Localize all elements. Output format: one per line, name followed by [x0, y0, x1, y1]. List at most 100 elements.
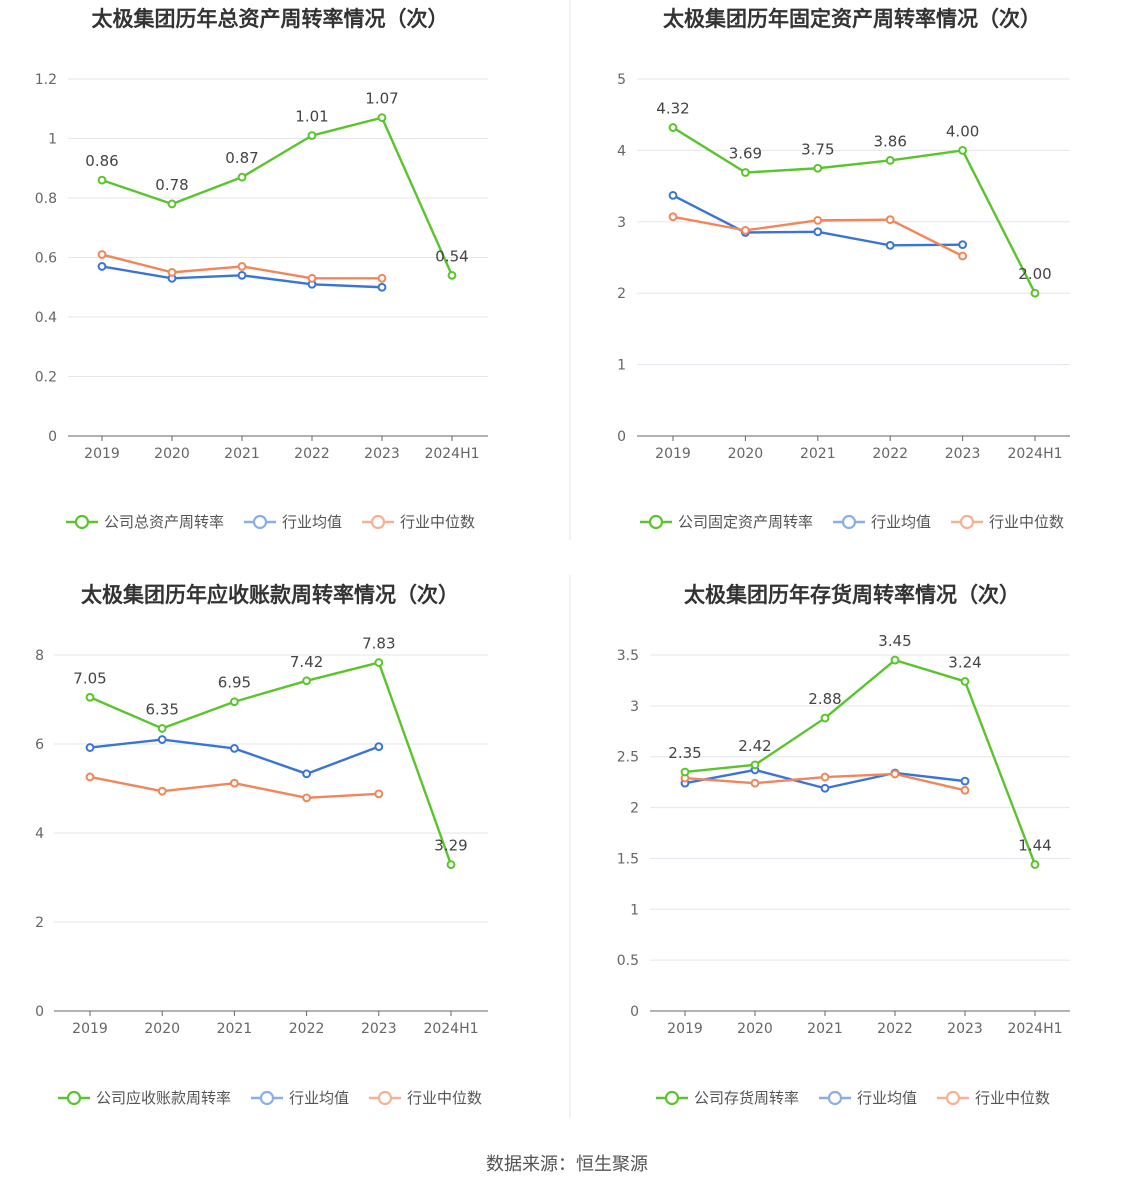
chart2-y-tick-label: 3	[617, 215, 626, 231]
chart1-y-tick-label: 0.2	[35, 370, 57, 386]
chart1-legend-label-median: 行业中位数	[400, 513, 475, 531]
chart2-legend-label-company: 公司固定资产周转率	[678, 513, 813, 531]
chart2-x-tick-label: 2019	[655, 446, 691, 462]
chart4-y-tick-label: 2.5	[617, 750, 639, 766]
chart1-data-point-median	[237, 262, 247, 271]
chart2-y-tick-label: 1	[617, 358, 626, 374]
chart2-x-tick-label: 2024H1	[1007, 446, 1062, 462]
chart2-y-tick-label: 5	[617, 72, 626, 88]
chart1-y-tick-label: 0.6	[35, 251, 57, 267]
chart3-data-label: 7.42	[290, 653, 323, 671]
chart3-legend-marker-company	[66, 1090, 82, 1106]
chart3-data-point-median	[374, 789, 384, 799]
chart2-data-point-company	[885, 155, 895, 165]
chart3-data-label: 3.29	[434, 837, 467, 855]
chart3-data-label: 7.83	[362, 635, 395, 653]
chart4-data-label: 2.35	[668, 744, 701, 762]
chart2-x-tick-label: 2021	[800, 446, 836, 462]
chart1-series-line-company	[101, 116, 454, 276]
chart1-data-point-company	[167, 199, 177, 209]
chart1-y-tick-label: 1	[48, 132, 57, 148]
chart4-data-point-median	[750, 778, 760, 788]
data-source-note: 数据来源：恒生聚源	[486, 1154, 648, 1175]
chart3-data-point-avg	[374, 742, 384, 752]
chart2-data-point-avg	[813, 227, 823, 237]
chart1-x-tick-label: 2022	[294, 446, 330, 462]
chart4-x-tick-label: 2023	[947, 1021, 983, 1037]
chart1-y-tick-label: 0.4	[35, 310, 57, 326]
chart1-data-point-median	[307, 273, 317, 283]
chart2-data-label: 4.00	[946, 122, 979, 140]
chart1-x-tick-label: 2020	[154, 446, 190, 462]
chart3-x-tick-label: 2020	[144, 1021, 180, 1037]
chart2-data-label: 3.75	[801, 140, 834, 158]
chart3-y-tick-label: 6	[35, 737, 44, 753]
chart2-x-tick-label: 2023	[945, 446, 981, 462]
chart3-data-point-company	[230, 697, 239, 707]
chart3-data-point-median	[302, 793, 312, 803]
chart1-data-point-median	[97, 250, 107, 259]
chart1-data-label: 0.78	[155, 176, 188, 194]
chart3-data-label: 7.05	[73, 669, 106, 687]
chart2-data-point-avg	[668, 190, 678, 200]
chart4-data-point-company	[890, 655, 900, 665]
chart3-data-point-company	[374, 658, 384, 667]
chart3-legend-label-avg: 行业均值	[289, 1089, 349, 1107]
chart1-data-label: 0.86	[85, 152, 118, 170]
chart1-x-tick-label: 2021	[224, 446, 260, 462]
chart4-legend-marker-median	[945, 1090, 961, 1106]
chart1-y-tick-label: 0	[48, 429, 57, 445]
chart2-y-tick-label: 0	[617, 429, 626, 445]
chart3-data-point-company	[157, 724, 167, 733]
chart4-legend-label-company: 公司存货周转率	[694, 1089, 799, 1107]
chart2-y-tick-label: 4	[617, 143, 626, 159]
chart1-legend-marker-median	[370, 514, 386, 530]
chart4-y-tick-label: 3.5	[617, 648, 639, 664]
chart3-x-tick-label: 2021	[217, 1021, 253, 1037]
chart2-data-point-company	[958, 146, 967, 155]
chart2-data-point-median	[668, 212, 678, 222]
chart4-x-tick-label: 2020	[737, 1021, 773, 1037]
chart1-data-point-median	[377, 273, 387, 283]
chart2-data-label: 4.32	[656, 100, 689, 118]
chart3-legend-marker-avg	[259, 1090, 275, 1106]
chart1-y-tick-label: 1.2	[35, 72, 57, 88]
chart1-data-label: 1.07	[365, 90, 398, 108]
chart4-series-line-company	[684, 658, 1037, 865]
chart3-x-tick-label: 2024H1	[423, 1021, 478, 1037]
chart3-data-point-avg	[85, 743, 95, 752]
chart1-data-point-median	[167, 267, 177, 277]
chart4-legend-label-median: 行业中位数	[975, 1089, 1050, 1107]
chart2-data-point-company	[1030, 288, 1040, 298]
chart4-y-tick-label: 0.5	[617, 953, 639, 969]
chart4-data-label: 3.24	[948, 653, 981, 671]
chart2-legend-marker-median	[959, 514, 975, 530]
chart3-legend-marker-median	[377, 1090, 393, 1106]
chart1-data-label: 0.87	[225, 149, 258, 167]
chart1-title: 太极集团历年总资产周转率情况（次）	[92, 7, 449, 31]
chart2-legend-label-median: 行业中位数	[989, 513, 1064, 531]
chart2-title: 太极集团历年固定资产周转率情况（次）	[663, 7, 1041, 31]
chart4-data-point-median	[960, 785, 970, 795]
chart3-y-tick-label: 0	[35, 1004, 44, 1020]
chart3-data-point-avg	[302, 769, 312, 779]
chart4-data-point-avg	[960, 776, 970, 786]
chart4-data-label: 2.42	[738, 737, 771, 755]
chart4-data-point-company	[680, 767, 690, 777]
chart2-legend-marker-avg	[841, 514, 857, 530]
chart4-title: 太极集团历年存货周转率情况（次）	[684, 583, 1020, 607]
chart3-y-tick-label: 8	[35, 648, 44, 664]
chart4-x-tick-label: 2019	[667, 1021, 703, 1037]
chart1-data-point-company	[237, 172, 247, 182]
chart3-x-tick-label: 2023	[361, 1021, 397, 1037]
chart1-x-tick-label: 2023	[364, 446, 400, 462]
chart4-legend-marker-company	[664, 1090, 680, 1106]
chart2-x-tick-label: 2020	[728, 446, 764, 462]
chart2-data-point-median	[813, 215, 823, 225]
chart1-data-point-avg	[377, 282, 387, 292]
chart4-y-tick-label: 3	[630, 699, 639, 715]
chart3-title: 太极集团历年应收账款周转率情况（次）	[81, 583, 459, 607]
chart1-data-label: 0.54	[435, 247, 468, 265]
